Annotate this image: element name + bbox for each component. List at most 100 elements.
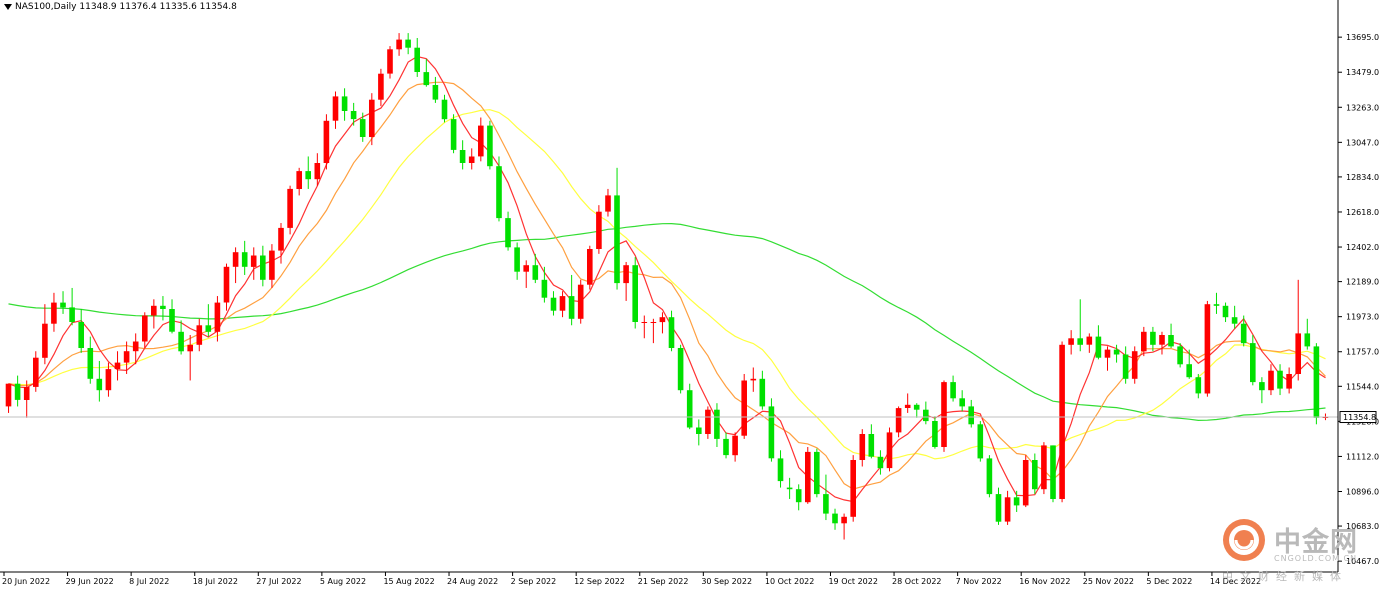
candle-body [705,409,711,434]
candle-body [832,513,838,524]
candle-body [223,266,230,303]
x-tick-label: 10 Oct 2022 [765,577,814,586]
candle-body [496,166,502,219]
candle-body [432,85,439,100]
watermark-domain: CNGOLD.COM.CN [1274,554,1358,563]
candle-body [886,432,893,469]
candle-body [841,516,847,524]
candle-body [1159,335,1165,345]
candle-body [51,302,57,324]
candle-body [523,265,529,272]
candle-body [341,96,348,111]
candle-body [359,119,366,137]
candle-body [132,341,139,352]
x-tick-label: 25 Nov 2022 [1083,577,1134,586]
y-tick-label: 10896.0 [1346,487,1379,496]
candle-body [105,369,112,391]
candle-body [1113,349,1120,355]
candle-body [977,424,984,459]
candle-body [1077,338,1083,345]
candle-body [305,171,311,180]
y-tick-label: 13047.0 [1346,138,1379,147]
candle-body [750,378,757,381]
dropdown-triangle-icon[interactable] [4,3,12,11]
x-tick-label: 19 Oct 2022 [828,577,877,586]
candle-body [169,309,175,332]
candle-body [1222,305,1229,318]
x-tick-label: 5 Aug 2022 [320,577,366,586]
candle-body [1186,364,1192,378]
x-tick-label: 20 Jun 2022 [2,577,50,586]
candle-body [269,250,275,280]
candle-body [968,406,974,425]
x-tick-label: 7 Nov 2022 [956,577,1002,586]
candle-body [514,247,520,272]
candle-body [1231,317,1238,324]
candle-body [1286,374,1292,389]
ma5-layer [8,55,1326,503]
candle-body [1041,445,1047,490]
candle-body [332,96,339,121]
candle-body [1032,460,1038,490]
x-tick-label: 28 Oct 2022 [892,577,941,586]
candle-body [668,317,675,348]
candle-body [232,252,239,267]
y-tick-label: 10467.0 [1346,557,1379,566]
candle-body [587,249,593,285]
candle-body [1213,304,1220,306]
x-tick-label: 30 Sep 2022 [701,577,752,586]
candle-body [868,434,875,457]
candle-body [178,331,184,352]
candle-body [1295,333,1301,374]
x-tick-label: 12 Sep 2022 [574,577,625,586]
ma20-layer [8,109,1326,460]
y-tick-label: 10683.0 [1346,522,1379,531]
candle-body [369,99,375,137]
candle-body [904,404,911,408]
candle-body [614,195,620,284]
candle-body [1204,304,1211,394]
candle-body [859,434,866,460]
candle-body [396,39,402,50]
candle-body [577,284,584,319]
watermark: 中金网 CNGOLD.COM.CN 中文财经新媒体 [1222,518,1372,584]
candle-body [151,305,157,316]
candle-body [795,489,802,503]
y-tick-label: 11973.0 [1346,313,1379,322]
candle-body [350,111,357,120]
candle-body [260,255,266,280]
candle-body [287,188,293,228]
candles-layer [5,33,1329,540]
y-tick-label: 12402.0 [1346,243,1379,252]
candle-body [187,344,193,352]
candle-body [387,49,393,74]
x-tick-label: 16 Nov 2022 [1019,577,1070,586]
candle-body [1150,331,1156,345]
candle-body [941,382,947,447]
candle-body [777,458,784,482]
candle-body [805,451,811,503]
x-tick-label: 29 Jun 2022 [66,577,114,586]
x-tick-label: 14 Dec 2022 [1210,577,1261,586]
candle-body [932,421,938,447]
y-tick-label: 12189.0 [1346,278,1379,287]
candle-body [895,408,902,433]
candle-body [487,125,493,167]
candle-body [623,265,629,284]
candle-body [87,348,94,379]
x-tick-label: 21 Sep 2022 [638,577,689,586]
x-tick-label: 15 Aug 2022 [383,577,434,586]
y-tick-label: 13695.0 [1346,33,1379,42]
candle-body [405,39,411,48]
y-tick-label: 11757.0 [1346,348,1379,357]
y-tick-label: 12834.0 [1346,173,1379,182]
candle-body [596,211,602,249]
candle-body [1122,354,1129,379]
candle-body [450,119,457,150]
candle-body [714,409,720,439]
candle-body [196,325,203,345]
